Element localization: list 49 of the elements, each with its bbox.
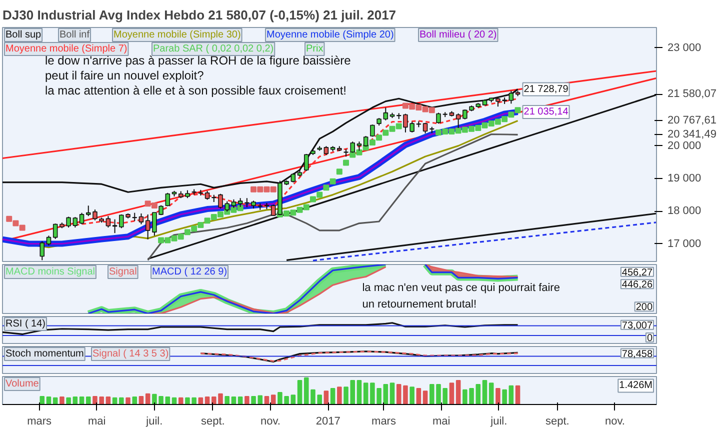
x-tick-label: nov. — [260, 416, 281, 428]
data-label: 21 728,79 — [524, 84, 569, 95]
text: Stoch momentum — [6, 348, 84, 360]
y-tick-label: 19 000 — [668, 172, 702, 184]
data-label: 21 035,14 — [524, 106, 569, 118]
annotation: 0 — [646, 333, 653, 344]
y-tick-label: 20 000 — [668, 140, 702, 152]
y-tick-label: 23 000 — [668, 42, 702, 54]
x-tick-label: juil. — [490, 416, 508, 428]
x-tick-label: nov. — [604, 416, 625, 428]
x-tick-label: 2017 — [316, 416, 340, 428]
annotation: 1.426M — [619, 380, 653, 392]
annotation: 78,458 — [622, 348, 653, 360]
series-label: Volume — [6, 378, 40, 390]
annotation: 456,27 — [622, 267, 653, 278]
y-tick-label: 21 580,07 — [668, 88, 716, 100]
text: Signal ( 14 3 5 3) — [92, 348, 169, 360]
text: Boll milieu ( 20 2) — [420, 30, 497, 40]
annotation: la mac attention à elle et à son possible faux croisement! — [45, 84, 347, 98]
text: Moyenne mobile (Simple 30) — [114, 30, 241, 40]
text: Parab SAR ( 0,02 0,02 0,2) — [153, 44, 274, 54]
text: Boll sup — [6, 30, 42, 40]
text: MACD moins Signal — [6, 266, 95, 278]
x-tick-label: mars — [372, 416, 396, 428]
text: Signal — [109, 266, 137, 278]
y-tick-label: 17 000 — [668, 238, 702, 250]
x-tick-label: sept. — [201, 416, 225, 428]
annotation: 200 — [636, 302, 653, 314]
text: Moyenne mobile (Simple 20) — [266, 30, 394, 40]
y-tick-label: 20 341,49 — [668, 128, 716, 141]
x-tick-label: mars — [27, 416, 52, 428]
annotation: le dow n'arrive pas à passer la ROH de la figure baissière — [45, 53, 352, 68]
x-tick-label: juil. — [145, 416, 163, 428]
x-tick-label: sept. — [545, 416, 570, 428]
annotation: 73,007 — [622, 320, 653, 332]
text: MACD ( 12 26 9) — [152, 266, 228, 278]
text: Moyenne mobile (Simple 7) — [6, 44, 128, 54]
chart-title: DJ30 Industrial Avg Index Hebdo 21 580,07 (-0,15%) 21 juil. 2017 — [2, 8, 396, 22]
text: Prix — [306, 44, 324, 54]
x-tick-label: mai — [432, 416, 450, 428]
annotation: un retournement brutal! — [362, 298, 477, 311]
annotation: peut il faire un nouvel exploit? — [45, 68, 204, 82]
annotation: 446,26 — [622, 280, 653, 291]
text: Boll inf — [60, 30, 90, 40]
series-label: RSI ( 14) — [6, 318, 46, 330]
y-tick-label: 20 767,61 — [668, 114, 716, 127]
x-tick-label: mai — [88, 416, 106, 428]
y-tick-label: 18 000 — [668, 205, 702, 218]
annotation: la mac n'en veut pas ce qui pourrait faire — [362, 282, 560, 294]
